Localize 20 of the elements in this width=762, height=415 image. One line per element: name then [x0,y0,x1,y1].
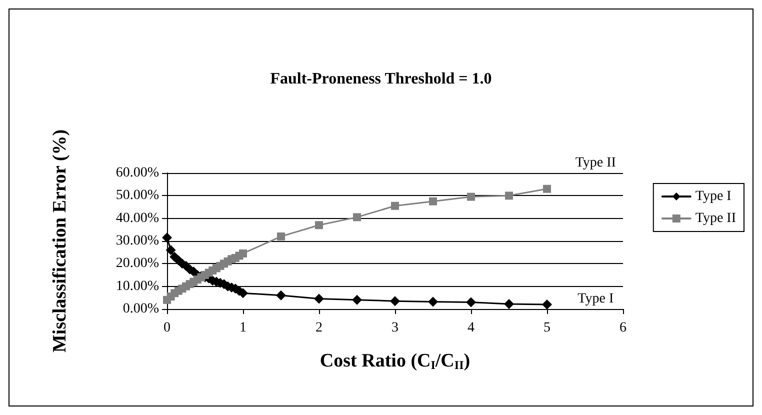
y-tick-label: 30.00% [116,234,160,248]
text: Type II [575,156,616,170]
chart-title: Fault-Proneness Threshold = 1.0 [270,70,492,88]
x-tick-label: 6 [620,320,626,336]
legend-label: Type I [695,189,732,204]
annotation: Type I [578,292,614,306]
y-tick-label: 20.00% [116,256,160,272]
x-tick-label: 4 [468,320,474,336]
x-tick-label: 5 [544,320,550,336]
x-tick-label: 3 [392,320,398,336]
legend-label: Type II [695,211,736,226]
y-tick-label: 10.00% [116,278,160,294]
x-tick-label: 0 [164,320,170,336]
y-tick-label: 40.00% [116,210,160,226]
y-axis-title: Misclassification Error (%) [50,129,70,353]
y-tick-label: 50.00% [116,188,160,204]
y-tick-label: 0.00% [122,302,160,316]
x-tick-label: 1 [240,320,246,336]
y-tick-label: 60.00% [116,166,160,180]
x-tick-label: 2 [316,320,322,336]
